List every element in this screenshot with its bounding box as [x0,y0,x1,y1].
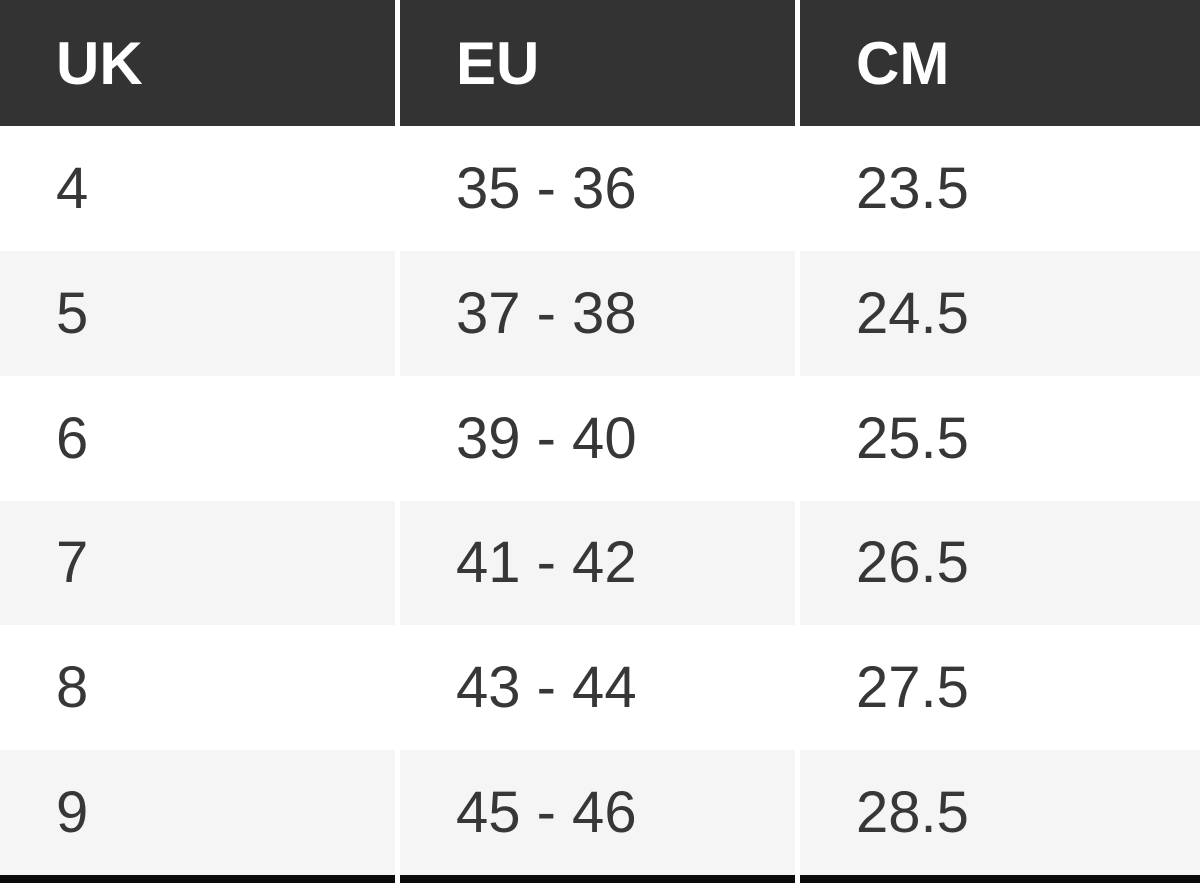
table-row: 6 39 - 40 25.5 [0,375,1200,501]
cell-eu: 39 - 40 [400,375,795,501]
column-header-uk: UK [0,0,395,126]
table-row: 8 43 - 44 27.5 [0,625,1200,751]
table-row: 5 37 - 38 24.5 [0,250,1200,376]
cell-eu: 45 - 46 [400,750,795,875]
cell-eu: 43 - 44 [400,625,795,751]
cell-eu: 37 - 38 [400,250,795,376]
cell-eu: 41 - 42 [400,500,795,626]
cell-cm: 23.5 [800,126,1200,251]
cell-cm: 24.5 [800,250,1200,376]
table-row: 7 41 - 42 26.5 [0,500,1200,626]
bottom-border-segment [0,875,395,883]
cell-uk: 8 [0,625,395,751]
cell-uk: 4 [0,126,395,251]
cell-cm: 26.5 [800,500,1200,626]
bottom-border-segment [800,875,1200,883]
column-header-eu: EU [400,0,795,126]
table-header-row: UK EU CM [0,0,1200,126]
table-row: 9 45 - 46 28.5 [0,750,1200,875]
cell-uk: 7 [0,500,395,626]
cell-uk: 5 [0,250,395,376]
cell-cm: 27.5 [800,625,1200,751]
cell-cm: 25.5 [800,375,1200,501]
cell-uk: 9 [0,750,395,875]
bottom-border-segment [400,875,795,883]
column-header-cm: CM [800,0,1200,126]
cell-cm: 28.5 [800,750,1200,875]
table-row: 4 35 - 36 23.5 [0,126,1200,251]
table-body: 4 35 - 36 23.5 5 37 - 38 24.5 6 39 - 40 … [0,126,1200,875]
cell-uk: 6 [0,375,395,501]
cell-eu: 35 - 36 [400,126,795,251]
table-bottom-border [0,875,1200,883]
